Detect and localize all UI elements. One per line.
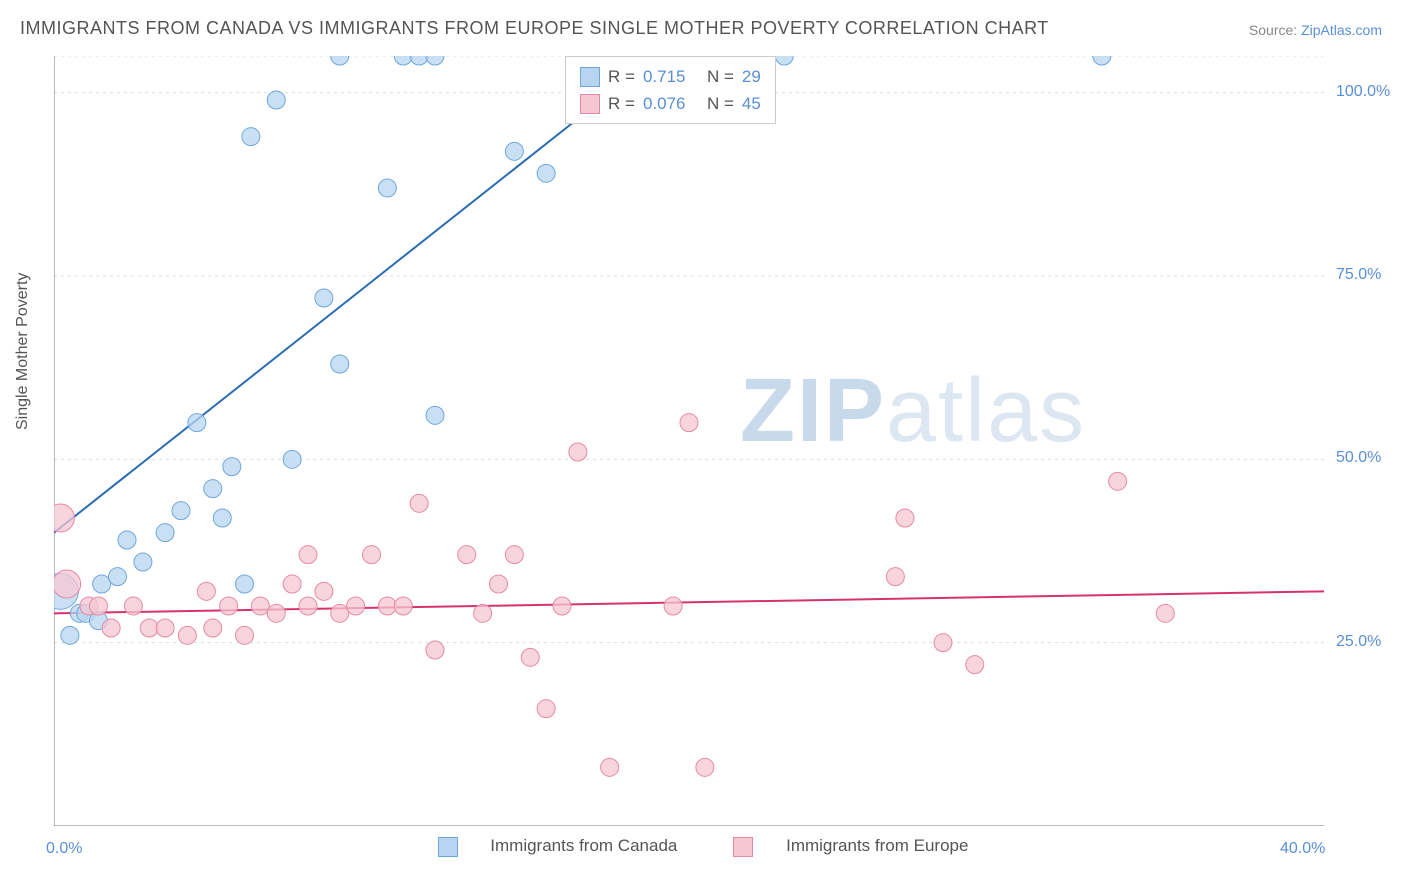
n-value: 29 (742, 63, 761, 90)
legend-swatch (733, 837, 753, 857)
scatter-plot-svg (54, 56, 1374, 826)
n-value: 45 (742, 90, 761, 117)
r-label: R = (608, 63, 635, 90)
legend-item: Immigrants from Canada (424, 836, 692, 855)
y-tick-label: 50.0% (1336, 449, 1381, 467)
y-tick-label: 100.0% (1336, 83, 1390, 101)
legend-label: Immigrants from Europe (786, 836, 968, 855)
correlation-legend: R = 0.715 N = 29 R = 0.076 N = 45 (565, 56, 776, 124)
series-legend: Immigrants from Canada Immigrants from E… (0, 836, 1406, 886)
source-link[interactable]: ZipAtlas.com (1301, 22, 1382, 38)
legend-swatch (580, 94, 600, 114)
legend-item: Immigrants from Europe (719, 836, 982, 855)
legend-stat-row: R = 0.715 N = 29 (580, 63, 761, 90)
r-value: 0.076 (643, 90, 699, 117)
n-label: N = (707, 90, 734, 117)
y-tick-label: 75.0% (1336, 266, 1381, 284)
legend-swatch (438, 837, 458, 857)
legend-stat-row: R = 0.076 N = 45 (580, 90, 761, 117)
source-prefix: Source: (1249, 22, 1301, 38)
y-tick-label: 25.0% (1336, 633, 1381, 651)
legend-swatch (580, 67, 600, 87)
y-axis-label: Single Mother Poverty (14, 273, 32, 430)
r-value: 0.715 (643, 63, 699, 90)
chart-title: IMMIGRANTS FROM CANADA VS IMMIGRANTS FRO… (20, 18, 1049, 39)
n-label: N = (707, 63, 734, 90)
legend-label: Immigrants from Canada (490, 836, 677, 855)
source-attribution: Source: ZipAtlas.com (1249, 22, 1382, 38)
r-label: R = (608, 90, 635, 117)
chart-plot-area (54, 56, 1374, 826)
